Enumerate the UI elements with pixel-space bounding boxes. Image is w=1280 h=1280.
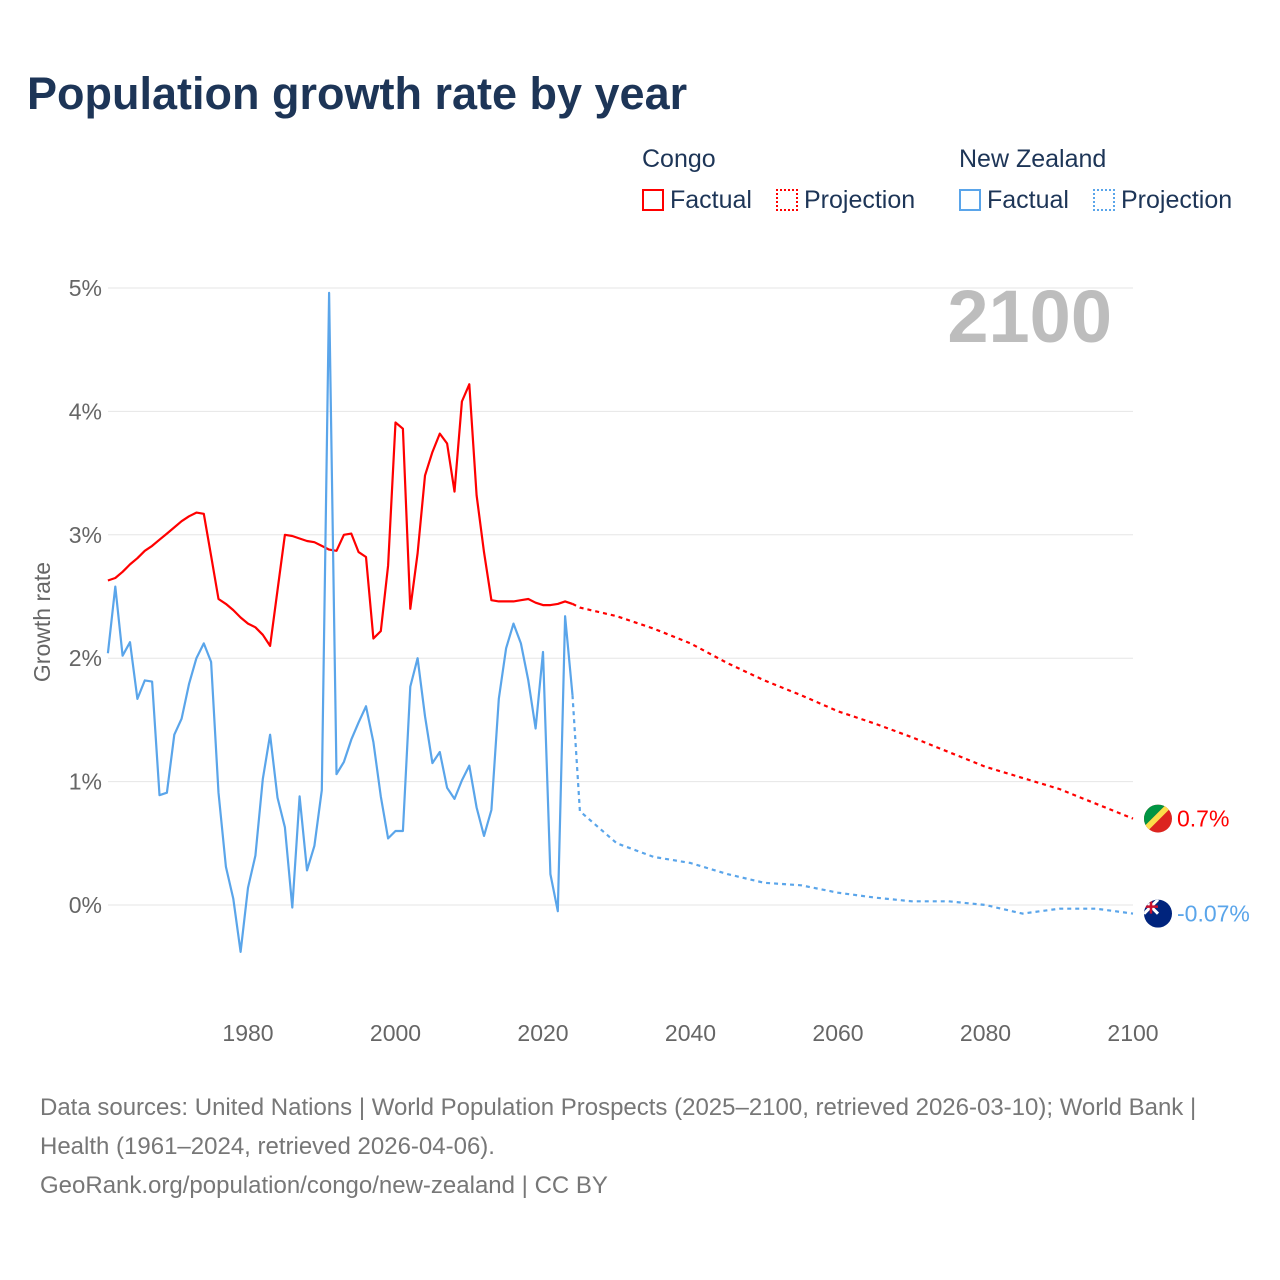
data-sources: Data sources: United Nations | World Pop… [40, 1094, 1197, 1160]
new-zealand-flag-icon [1144, 899, 1172, 928]
x-tick-label: 2080 [960, 1020, 1011, 1046]
legend-congo-projection[interactable]: Projection [776, 186, 915, 215]
line-chart: 0% 1% 2% 3% 4% 5% 1980 2000 2020 2040 2060 2080 2100… [29, 275, 1250, 1046]
congo-end-label: 0.7% [1177, 806, 1229, 832]
y-tick-label: 0% [69, 892, 102, 918]
legend-nz-projection[interactable]: Projection [1093, 186, 1232, 215]
legend-swatch [959, 189, 981, 211]
x-tick-label: 2000 [370, 1020, 421, 1046]
legend-congo-factual[interactable]: Factual [642, 186, 752, 215]
congo-factual-line [107, 383, 573, 647]
legend-label: Projection [1121, 186, 1233, 214]
nz-end-label: -0.07% [1177, 901, 1250, 927]
legend-label: Factual [987, 186, 1069, 214]
congo-flag-icon [1144, 804, 1172, 833]
chart-title: Population growth rate by year [27, 68, 688, 119]
y-tick-label: 4% [69, 398, 102, 424]
legend-group-congo: Congo [642, 145, 716, 173]
year-overlay: 2100 [947, 275, 1112, 358]
x-tick-label: 2020 [517, 1020, 568, 1046]
footer: Data sources: United Nations | World Pop… [40, 1088, 1240, 1205]
congo-projection-line [572, 602, 1134, 820]
y-tick-label: 1% [69, 769, 102, 795]
nz-projection-line [571, 695, 1134, 915]
legend-group-nz: New Zealand [959, 145, 1107, 173]
legend-swatch [776, 189, 798, 211]
y-tick-label: 5% [69, 275, 102, 301]
source-link[interactable]: GeoRank.org/population/congo/new-zealand… [40, 1172, 608, 1199]
y-tick-label: 3% [69, 522, 102, 548]
x-tick-label: 1980 [222, 1020, 273, 1046]
y-axis-label: Growth rate [29, 562, 55, 682]
x-tick-label: 2040 [665, 1020, 716, 1046]
legend-swatch [642, 189, 664, 211]
x-tick-label: 2100 [1107, 1020, 1158, 1046]
legend-label: Factual [670, 186, 752, 214]
y-tick-label: 2% [69, 645, 102, 671]
x-tick-label: 2060 [812, 1020, 863, 1046]
nz-factual-line [106, 291, 574, 953]
legend-label: Projection [804, 186, 916, 214]
legend-swatch [1093, 189, 1115, 211]
legend-nz-factual[interactable]: Factual [959, 186, 1069, 215]
